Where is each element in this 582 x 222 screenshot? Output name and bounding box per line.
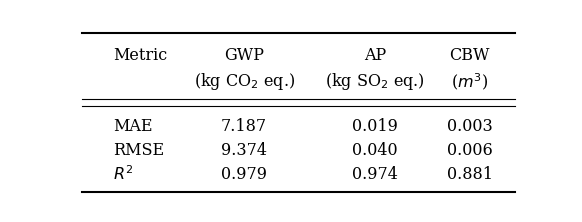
Text: 0.974: 0.974: [352, 166, 398, 183]
Text: 0.003: 0.003: [447, 118, 492, 135]
Text: 0.881: 0.881: [446, 166, 493, 183]
Text: 0.019: 0.019: [352, 118, 398, 135]
Text: 0.006: 0.006: [447, 142, 492, 159]
Text: AP: AP: [364, 47, 386, 64]
Text: (kg SO$_2$ eq.): (kg SO$_2$ eq.): [325, 71, 425, 92]
Text: CBW: CBW: [449, 47, 490, 64]
Text: 0.040: 0.040: [352, 142, 398, 159]
Text: Metric: Metric: [113, 47, 168, 64]
Text: MAE: MAE: [113, 118, 153, 135]
Text: 0.979: 0.979: [221, 166, 267, 183]
Text: $R^2$: $R^2$: [113, 165, 134, 184]
Text: ($m^3$): ($m^3$): [451, 71, 488, 92]
Text: 9.374: 9.374: [221, 142, 267, 159]
Text: RMSE: RMSE: [113, 142, 165, 159]
Text: GWP: GWP: [224, 47, 264, 64]
Text: 7.187: 7.187: [221, 118, 267, 135]
Text: (kg CO$_2$ eq.): (kg CO$_2$ eq.): [194, 71, 294, 92]
